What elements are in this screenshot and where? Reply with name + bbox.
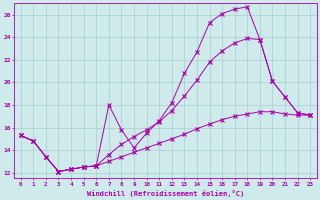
X-axis label: Windchill (Refroidissement éolien,°C): Windchill (Refroidissement éolien,°C) xyxy=(87,190,244,197)
